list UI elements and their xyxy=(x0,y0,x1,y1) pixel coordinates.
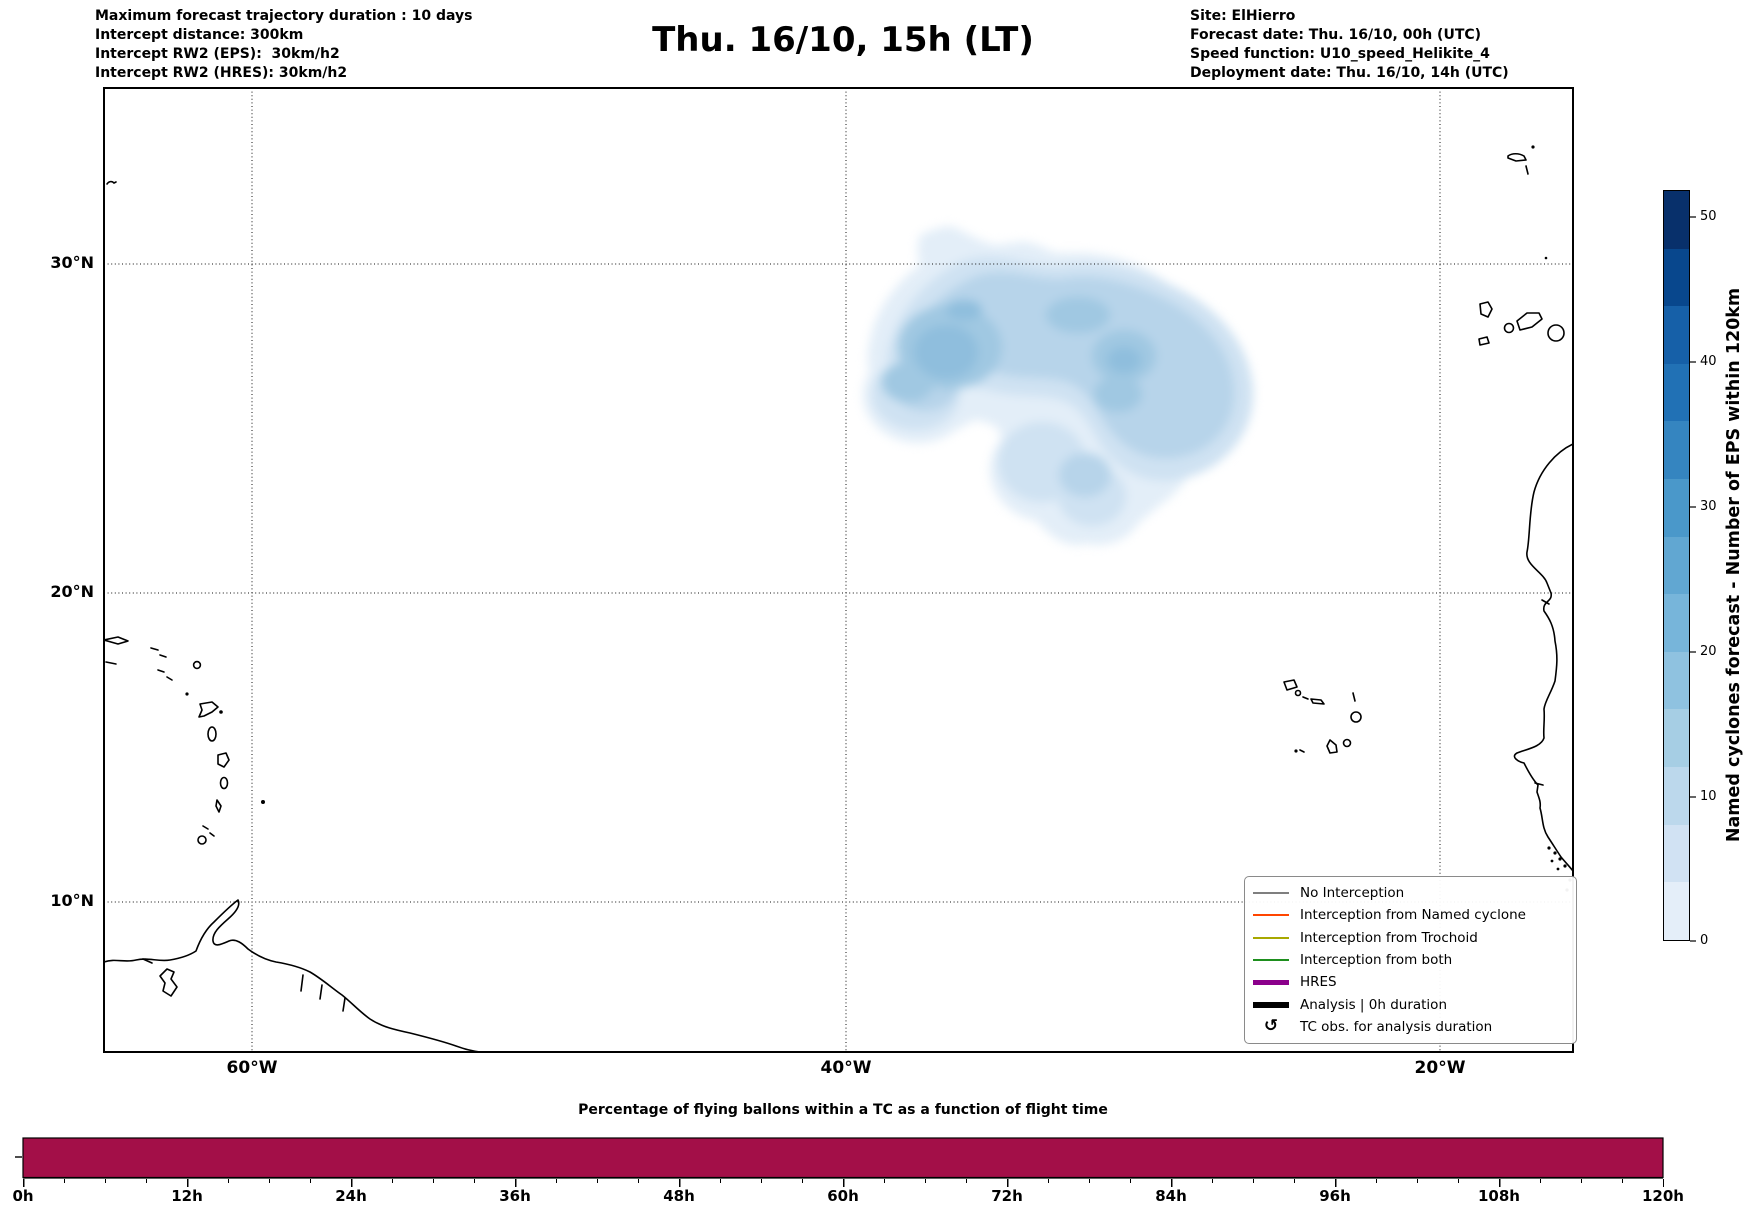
x-tick-96h: 96h xyxy=(1319,1187,1351,1205)
lat-label-30n: 30°N xyxy=(50,253,94,272)
legend-label: No Interception xyxy=(1300,885,1405,902)
map-frame xyxy=(103,87,1574,1053)
x-tick-108h: 108h xyxy=(1478,1187,1520,1205)
colorbar-segment xyxy=(1664,248,1689,307)
x-tick-0h: 0h xyxy=(12,1187,34,1205)
colorbar-tick-50: 50 xyxy=(1700,209,1717,224)
x-tick-48h: 48h xyxy=(663,1187,695,1205)
colorbar-tick-10: 10 xyxy=(1700,789,1717,804)
x-tick-24h: 24h xyxy=(335,1187,367,1205)
speed-function-text: Speed function: U10_speed_Helikite_4 xyxy=(1190,46,1490,62)
intercept-distance-text: Intercept distance: 300km xyxy=(95,27,304,43)
lat-label-10n: 10°N xyxy=(50,891,94,910)
rotate-ccw-icon: ↺ xyxy=(1263,1016,1279,1037)
legend-line-swatch xyxy=(1253,936,1289,939)
lon-label-40w: 40°W xyxy=(820,1058,872,1078)
legend-line-swatch xyxy=(1253,958,1289,961)
legend-line-swatch xyxy=(1253,979,1289,985)
deployment-date-text: Deployment date: Thu. 16/10, 14h (UTC) xyxy=(1190,65,1509,81)
x-tick-72h: 72h xyxy=(991,1187,1023,1205)
legend-label: HRES xyxy=(1300,974,1337,991)
legend-label: Interception from Named cyclone xyxy=(1300,907,1526,924)
colorbar-segment xyxy=(1664,882,1689,940)
colorbar-ticks xyxy=(1690,216,1696,942)
density-blob xyxy=(863,226,1254,546)
colorbar-tick-40: 40 xyxy=(1700,354,1717,369)
colorbar-segment xyxy=(1664,191,1689,249)
intercept-rw2-hres-text: Intercept RW2 (HRES): 30km/h2 xyxy=(95,65,348,81)
colorbar-segment xyxy=(1664,306,1689,364)
legend-row-trochoid: Interception from Trochoid xyxy=(1253,927,1568,949)
colorbar-segment xyxy=(1664,767,1689,825)
header-right-block: Site: ElHierro Forecast date: Thu. 16/10… xyxy=(1190,7,1509,83)
legend-label: Analysis | 0h duration xyxy=(1300,996,1447,1013)
legend-row-named-cyclone: Interception from Named cyclone xyxy=(1253,904,1568,926)
forecast-date-text: Forecast date: Thu. 16/10, 00h (UTC) xyxy=(1190,27,1482,43)
legend-line-swatch xyxy=(1253,914,1289,917)
legend-row-no-interception: No Interception xyxy=(1253,882,1568,904)
colorbar-segment xyxy=(1664,536,1689,595)
colorbar-segment xyxy=(1664,421,1689,480)
flight-bar xyxy=(15,1137,1664,1179)
legend-label: TC obs. for analysis duration xyxy=(1300,1018,1493,1035)
colorbar-segment xyxy=(1664,709,1689,768)
colorbar-tick-20: 20 xyxy=(1700,644,1717,659)
colorbar-tick-30: 30 xyxy=(1700,499,1717,514)
lat-label-20n: 20°N xyxy=(50,582,94,601)
colorbar-segment xyxy=(1664,363,1689,422)
legend-label: Interception from both xyxy=(1300,951,1453,968)
legend-label: Interception from Trochoid xyxy=(1300,929,1478,946)
colorbar-segment xyxy=(1664,824,1689,883)
legend-row-analysis: Analysis | 0h duration xyxy=(1253,994,1568,1016)
flight-chart-title: Percentage of flying ballons within a TC… xyxy=(578,1102,1108,1118)
x-tick-12h: 12h xyxy=(171,1187,203,1205)
max-duration-text: Maximum forecast trajectory duration : 1… xyxy=(95,8,473,24)
header-left-block: Maximum forecast trajectory duration : 1… xyxy=(95,7,472,83)
lon-label-60w: 60°W xyxy=(226,1058,278,1078)
colorbar-segment xyxy=(1664,651,1689,710)
x-tick-120h: 120h xyxy=(1642,1187,1684,1205)
coastlines xyxy=(104,145,1573,1052)
site-text: Site: ElHierro xyxy=(1190,8,1296,24)
colorbar-label: Named cyclones forecast - Number of EPS … xyxy=(1724,287,1744,843)
colorbar-tick-0: 0 xyxy=(1700,933,1709,948)
colorbar-segment xyxy=(1664,594,1689,652)
figure-title: Thu. 16/10, 15h (LT) xyxy=(652,20,1034,60)
legend-line-swatch xyxy=(1253,1001,1289,1008)
map-legend: No Interception Interception from Named … xyxy=(1244,876,1577,1044)
legend-line-swatch xyxy=(1253,892,1289,895)
flight-bar-rect xyxy=(22,1137,1664,1179)
legend-row-both: Interception from both xyxy=(1253,949,1568,971)
flight-major-ticks xyxy=(23,1179,1664,1187)
lon-label-20w: 20°W xyxy=(1414,1058,1466,1078)
legend-row-hres: HRES xyxy=(1253,971,1568,993)
legend-row-tc-obs: ↺ TC obs. for analysis duration xyxy=(1253,1016,1568,1038)
x-tick-84h: 84h xyxy=(1155,1187,1187,1205)
intercept-rw2-eps-text: Intercept RW2 (EPS): 30km/h2 xyxy=(95,46,340,62)
colorbar xyxy=(1663,190,1690,941)
x-tick-36h: 36h xyxy=(499,1187,531,1205)
x-tick-60h: 60h xyxy=(827,1187,859,1205)
colorbar-segment xyxy=(1664,479,1689,537)
